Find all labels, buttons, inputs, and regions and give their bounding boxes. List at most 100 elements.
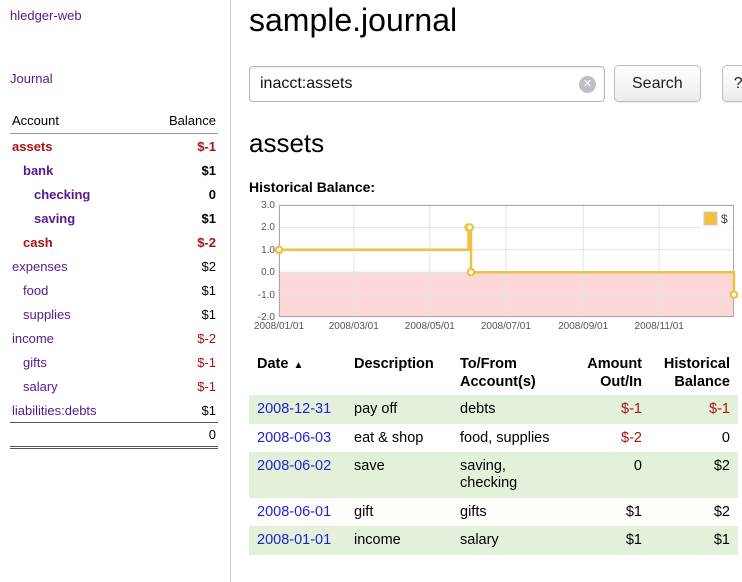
register-row: 2008-06-02 save saving, checking 0 $2 xyxy=(249,452,738,498)
transaction-amount: $1 xyxy=(625,503,642,520)
transaction-amount: $1 xyxy=(625,532,642,549)
sort-asc-icon[interactable]: ▲ xyxy=(293,360,304,371)
transaction-date-link[interactable]: 2008-01-01 xyxy=(257,532,332,549)
total-balance: 0 xyxy=(141,422,218,449)
y-tick-label: 1.0 xyxy=(261,244,275,256)
nav-journal-link[interactable]: Journal xyxy=(10,71,53,86)
legend-swatch xyxy=(703,211,718,226)
register-col-to-from: To/From Account(s) xyxy=(460,356,536,391)
y-tick-label: 2.0 xyxy=(261,222,275,234)
search-input[interactable] xyxy=(249,65,605,102)
transaction-date-link[interactable]: 2008-06-02 xyxy=(257,458,332,475)
register-row: 2008-06-01 gift gifts $1 $2 xyxy=(249,498,738,526)
search-button[interactable]: Search xyxy=(614,65,701,102)
account-balance: $1 xyxy=(201,403,216,418)
register-row: 2008-01-01 income salary $1 $1 xyxy=(249,526,738,555)
col-balance-header: Balance xyxy=(141,110,218,134)
historical-balance-chart: 3.0 2.0 1.0 0.0 -1.0 -2.0 $ 2008/01/01 2008/03… xyxy=(249,200,741,339)
register-col-date[interactable]: Date ▲ xyxy=(257,356,304,372)
transaction-balance: $2 xyxy=(713,503,730,520)
account-link-income[interactable]: income xyxy=(12,331,54,346)
chart-title: Historical Balance: xyxy=(249,179,376,195)
x-axis-labels: 2008/01/01 2008/03/01 2008/05/01 2008/07/01… xyxy=(254,321,734,335)
account-link-food[interactable]: food xyxy=(23,283,49,298)
transaction-accounts: food, supplies xyxy=(460,429,550,446)
x-tick-label: 2008/11/01 xyxy=(634,321,684,332)
account-link-saving[interactable]: saving xyxy=(34,211,76,226)
account-row: expenses $2 xyxy=(10,254,218,278)
total-spacer xyxy=(10,422,142,449)
account-link-expenses[interactable]: expenses xyxy=(12,259,68,274)
account-row: income $-2 xyxy=(10,326,218,350)
register-col-description: Description xyxy=(354,356,434,372)
transaction-balance: $1 xyxy=(713,532,730,549)
account-balance: $-1 xyxy=(197,355,216,370)
transaction-description: gift xyxy=(354,503,374,520)
transaction-balance: 0 xyxy=(721,429,730,446)
account-link-assets[interactable]: assets xyxy=(12,139,53,154)
account-link-checking[interactable]: checking xyxy=(34,187,91,202)
account-balance: 0 xyxy=(208,187,216,202)
account-link-salary[interactable]: salary xyxy=(23,379,58,394)
transaction-accounts: debts xyxy=(460,401,496,418)
account-row: bank $1 xyxy=(10,158,218,182)
account-row: checking 0 xyxy=(10,182,218,206)
account-balance: $-2 xyxy=(197,331,216,346)
transaction-date-link[interactable]: 2008-06-01 xyxy=(257,503,332,520)
account-balance: $1 xyxy=(201,307,216,322)
account-row: salary $-1 xyxy=(10,374,218,398)
transaction-description: pay off xyxy=(354,401,398,418)
account-balance: $-2 xyxy=(197,235,216,250)
account-row: saving $1 xyxy=(10,206,218,230)
x-tick-label: 2008/01/01 xyxy=(253,321,305,332)
account-balance: $1 xyxy=(201,283,216,298)
account-link-bank[interactable]: bank xyxy=(23,163,54,178)
account-balance: $-1 xyxy=(197,139,216,154)
account-row: supplies $1 xyxy=(10,302,218,326)
register-col-amount: Amount Out/In xyxy=(587,356,642,391)
y-tick-label: 0.0 xyxy=(261,267,275,279)
clear-search-icon[interactable]: ✕ xyxy=(579,75,596,93)
chart-plot: $ xyxy=(274,204,739,318)
transaction-amount: $-2 xyxy=(621,429,642,446)
transaction-description: eat & shop xyxy=(354,429,424,446)
chart-plot-area: $ xyxy=(274,204,739,318)
transaction-accounts: gifts xyxy=(460,503,487,520)
account-link-supplies[interactable]: supplies xyxy=(23,307,71,322)
accounts-balance-table: Account Balance assets $-1 bank $1 checking 0… xyxy=(10,110,218,449)
app-title-link[interactable]: hledger-web xyxy=(10,8,82,23)
transaction-balance: $2 xyxy=(713,458,730,475)
transaction-balance: $-1 xyxy=(709,401,730,418)
transaction-date-link[interactable]: 2008-06-03 xyxy=(257,429,332,446)
y-axis-labels: 3.0 2.0 1.0 0.0 -1.0 -2.0 xyxy=(249,200,275,323)
transaction-amount: $-1 xyxy=(621,401,642,418)
transaction-accounts: saving, checking xyxy=(460,458,518,492)
account-link-liabilities-debts[interactable]: liabilities:debts xyxy=(12,403,97,418)
account-balance: $2 xyxy=(201,259,216,274)
transaction-amount: 0 xyxy=(633,458,642,475)
register-row: 2008-12-31 pay off debts $-1 $-1 xyxy=(249,395,738,424)
legend-label: $ xyxy=(721,212,728,226)
x-tick-label: 2008/07/01 xyxy=(480,321,531,332)
y-tick-label: -1.0 xyxy=(257,289,275,301)
total-row: 0 xyxy=(10,422,218,449)
transaction-description: income xyxy=(354,532,401,549)
account-heading: assets xyxy=(249,128,325,158)
account-row: food $1 xyxy=(10,278,218,302)
account-link-cash[interactable]: cash xyxy=(23,235,53,250)
account-row: liabilities:debts $1 xyxy=(10,398,218,423)
account-row: assets $-1 xyxy=(10,134,218,159)
col-account-header: Account xyxy=(10,110,142,134)
data-point-marker xyxy=(729,290,739,299)
register-col-historical: Historical Balance xyxy=(663,356,730,391)
transaction-date-link[interactable]: 2008-12-31 xyxy=(257,401,332,418)
x-tick-label: 2008/09/01 xyxy=(558,321,609,332)
search-form: ✕ Search ? xyxy=(249,65,742,102)
account-row: gifts $-1 xyxy=(10,350,218,374)
transaction-accounts: salary xyxy=(460,532,499,549)
data-point-marker xyxy=(465,223,475,232)
account-link-gifts[interactable]: gifts xyxy=(23,355,47,370)
help-button[interactable]: ? xyxy=(721,65,742,102)
data-point-marker xyxy=(274,245,284,255)
